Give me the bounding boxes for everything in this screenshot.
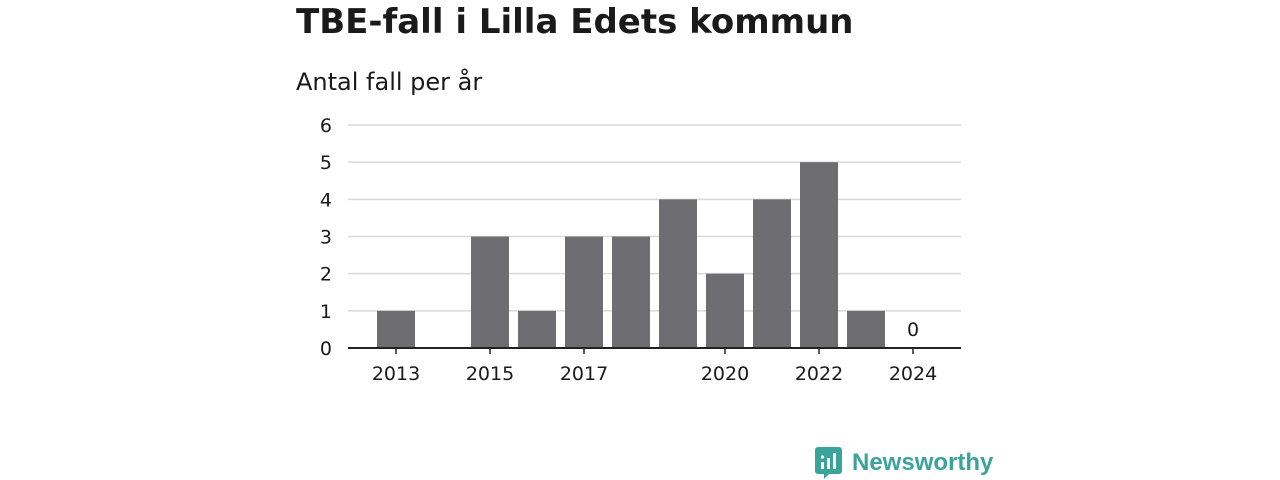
chart-title: TBE-fall i Lilla Edets kommun [296, 2, 854, 42]
y-tick-label-4: 4 [320, 189, 332, 211]
bars [377, 162, 885, 348]
x-axis: 2013 2015 2017 2020 2022 2024 [348, 347, 961, 385]
data-label-2024: 0 [907, 319, 919, 341]
x-tick-label-2024: 2024 [889, 363, 937, 385]
chart-subtitle: Antal fall per år [296, 68, 483, 96]
y-tick-label-3: 3 [320, 227, 332, 249]
bar-2015 [471, 236, 509, 348]
bar-2023 [847, 310, 885, 348]
newsworthy-brand: Newsworthy [815, 446, 993, 480]
brand-name: Newsworthy [852, 449, 994, 476]
x-tick-label-2015: 2015 [466, 363, 514, 385]
x-tick-label-2020: 2020 [701, 363, 749, 385]
y-tick-label-2: 2 [320, 264, 332, 286]
x-tick-label-2022: 2022 [795, 363, 843, 385]
y-axis: 0 1 2 3 4 5 6 [320, 115, 332, 360]
bar-2013 [377, 310, 415, 348]
gridlines [348, 124, 961, 312]
bar-2022 [800, 162, 838, 348]
y-tick-label-1: 1 [320, 301, 332, 323]
bar-2021 [753, 199, 791, 348]
bar-2019 [659, 199, 697, 348]
x-tick-label-2017: 2017 [560, 363, 608, 385]
y-tick-label-0: 0 [320, 338, 332, 360]
x-tick-label-2013: 2013 [372, 363, 420, 385]
bar-2017 [565, 236, 603, 348]
bar-2018 [612, 236, 650, 348]
y-tick-label-5: 5 [320, 152, 332, 174]
bar-2020 [706, 273, 744, 348]
data-labels: 0 [907, 319, 919, 341]
newsworthy-logo-icon [815, 447, 842, 479]
y-tick-label-6: 6 [320, 115, 332, 137]
bar-2016 [518, 310, 556, 348]
